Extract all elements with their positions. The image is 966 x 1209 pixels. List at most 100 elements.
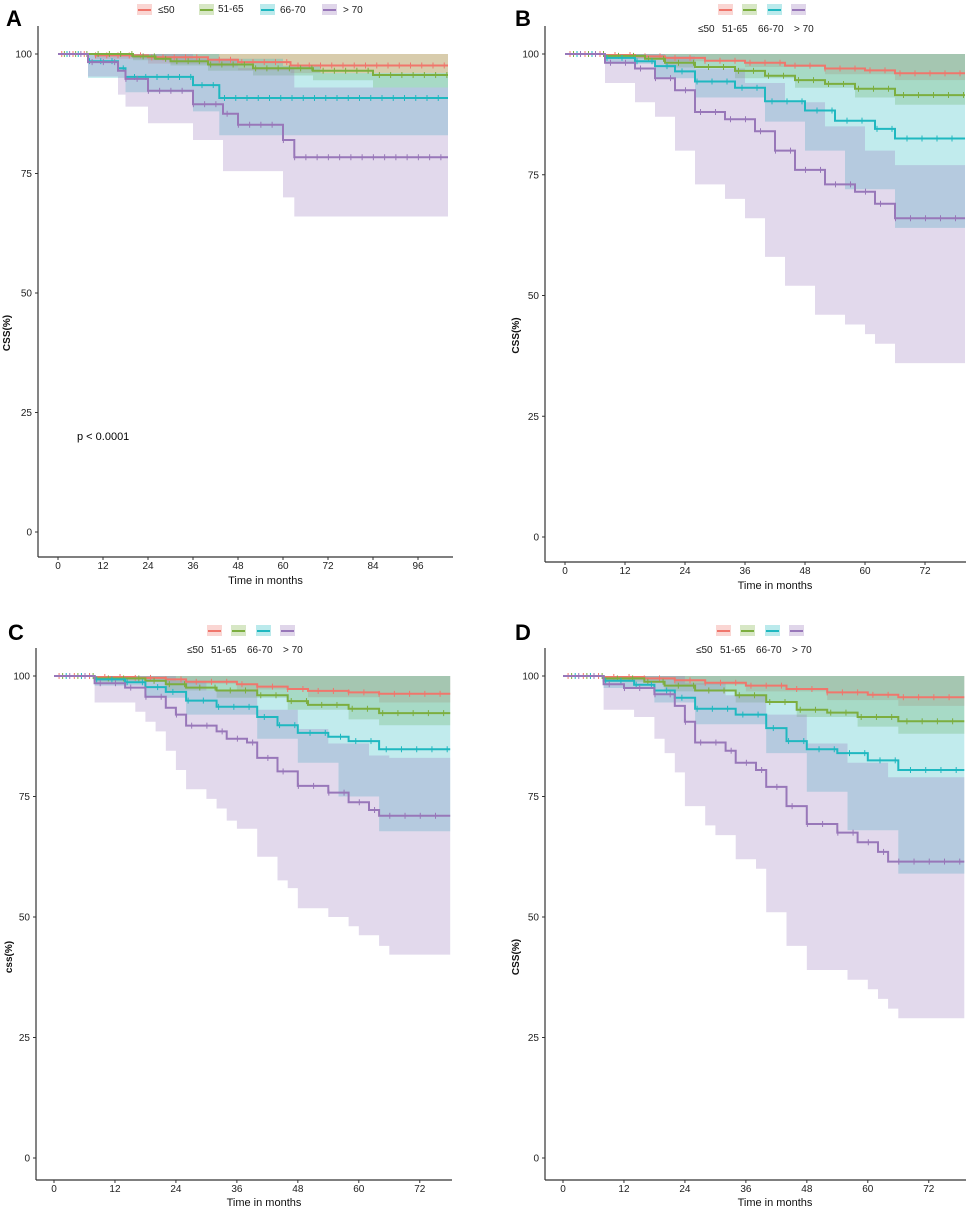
- y-tick-label: 0: [26, 528, 32, 539]
- legend-swatch-51-65: [740, 625, 755, 636]
- y-tick-label: 100: [522, 672, 539, 683]
- legend-label: ≤50: [696, 645, 713, 656]
- legend-label: ≤50: [187, 645, 204, 656]
- legend-label: > 70: [792, 645, 812, 656]
- legend-label: ≤50: [698, 24, 715, 35]
- km-panel-a: 0 25 50 75 100 0 12 24 36 48 60 72 84 96 Time in month…: [2, 26, 453, 587]
- x-tick-label: 72: [414, 1184, 426, 1195]
- legend-label: 66-70: [756, 645, 782, 656]
- x-axis-title: Time in months: [738, 580, 813, 592]
- legend-label: 51-65: [722, 24, 748, 35]
- y-tick-label: 75: [19, 792, 31, 803]
- legend-swatch-gt70: [322, 4, 337, 15]
- y-tick-label: 0: [533, 1154, 539, 1165]
- x-tick-label: 48: [801, 1184, 813, 1195]
- y-axis-title: css(%): [4, 941, 15, 973]
- x-tick-label: 72: [322, 561, 334, 572]
- x-axis-title: Time in months: [738, 1197, 813, 1209]
- x-tick-label: 36: [187, 561, 199, 572]
- y-tick-label: 50: [21, 289, 33, 300]
- x-tick-label: 24: [142, 561, 154, 572]
- ci-band: [565, 54, 965, 228]
- y-tick-label: 0: [533, 533, 539, 544]
- y-tick-label: 75: [528, 170, 540, 181]
- y-tick-label: 100: [13, 672, 30, 683]
- survival-line: [54, 675, 451, 817]
- x-tick-label: 36: [740, 1184, 752, 1195]
- legend-swatch-le50: [207, 625, 222, 636]
- y-tick-label: 50: [528, 913, 540, 924]
- legend-swatch-le50: [718, 4, 733, 15]
- y-tick-label: 0: [24, 1154, 30, 1165]
- y-axis-title: CSS(%): [511, 317, 522, 353]
- x-tick-label: 36: [739, 566, 751, 577]
- ci-band: [563, 676, 965, 734]
- y-axis-title: CSS(%): [511, 939, 522, 975]
- x-tick-label: 48: [232, 561, 244, 572]
- panel-letter-c: C: [8, 620, 24, 645]
- x-tick-label: 84: [367, 561, 379, 572]
- legend-label: 66-70: [247, 645, 273, 656]
- legend-label: > 70: [794, 24, 814, 35]
- legend-label: > 70: [283, 645, 303, 656]
- x-tick-label: 24: [679, 566, 691, 577]
- ci-band: [54, 676, 451, 832]
- survival-line: [563, 675, 965, 771]
- y-tick-label: 75: [528, 792, 540, 803]
- x-tick-label: 72: [919, 566, 931, 577]
- x-tick-label: 12: [619, 566, 631, 577]
- x-tick-label: 60: [859, 566, 871, 577]
- legend-label: ≤50: [158, 5, 175, 16]
- legend-swatch-66-70: [260, 4, 275, 15]
- panel-letter-d: D: [515, 620, 531, 645]
- y-tick-label: 25: [19, 1033, 31, 1044]
- y-tick-label: 50: [528, 291, 540, 302]
- y-tick-label: 25: [21, 408, 33, 419]
- x-axis-title: Time in months: [227, 1197, 302, 1209]
- x-tick-label: 0: [560, 1184, 566, 1195]
- x-tick-label: 24: [170, 1184, 182, 1195]
- x-tick-label: 72: [923, 1184, 935, 1195]
- legend-label: 66-70: [280, 5, 306, 16]
- x-tick-label: 12: [97, 561, 109, 572]
- legend-swatch-66-70: [765, 625, 780, 636]
- x-tick-label: 60: [277, 561, 289, 572]
- y-axis-title: CSS(%): [2, 315, 13, 351]
- survival-line: [54, 675, 451, 751]
- km-panel-b: 0 25 50 75 100 0 12 24 36 48 60 72 Time in months CSS…: [511, 26, 966, 592]
- y-tick-label: 25: [528, 412, 540, 423]
- panel-letter-b: B: [515, 6, 531, 31]
- ci-band: [563, 676, 965, 1019]
- y-tick-label: 75: [21, 169, 33, 180]
- ci-band: [54, 676, 451, 726]
- survival-line: [58, 53, 448, 76]
- x-tick-label: 48: [799, 566, 811, 577]
- x-tick-label: 0: [562, 566, 568, 577]
- survival-line: [563, 675, 965, 863]
- x-tick-label: 24: [679, 1184, 691, 1195]
- ci-band: [563, 676, 965, 706]
- ci-band: [58, 54, 448, 136]
- legend-swatch-66-70: [256, 625, 271, 636]
- panel-letter-a: A: [6, 6, 22, 31]
- legend-label: 66-70: [758, 24, 784, 35]
- legend-swatch-gt70: [791, 4, 806, 15]
- legend-label: > 70: [343, 5, 363, 16]
- legend-label: 51-65: [211, 645, 237, 656]
- km-panel-c: 0 25 50 75 100 0 12 24 36 48 60 72 Time in months css…: [4, 648, 452, 1209]
- ci-band: [54, 676, 451, 955]
- x-tick-label: 48: [292, 1184, 304, 1195]
- legend-swatch-gt70: [280, 625, 295, 636]
- ci-band: [58, 54, 448, 88]
- x-tick-label: 12: [618, 1184, 630, 1195]
- y-tick-label: 100: [522, 50, 539, 61]
- x-tick-label: 12: [109, 1184, 121, 1195]
- legend-label: 51-65: [218, 4, 244, 15]
- survival-line: [563, 675, 965, 723]
- km-panel-d: 0 25 50 75 100 0 12 24 36 48 60 72 Time in months CSS…: [511, 648, 966, 1209]
- y-tick-label: 50: [19, 913, 31, 924]
- legend-swatch-51-65: [199, 4, 214, 15]
- legend-swatch-le50: [137, 4, 152, 15]
- survival-line: [565, 53, 965, 97]
